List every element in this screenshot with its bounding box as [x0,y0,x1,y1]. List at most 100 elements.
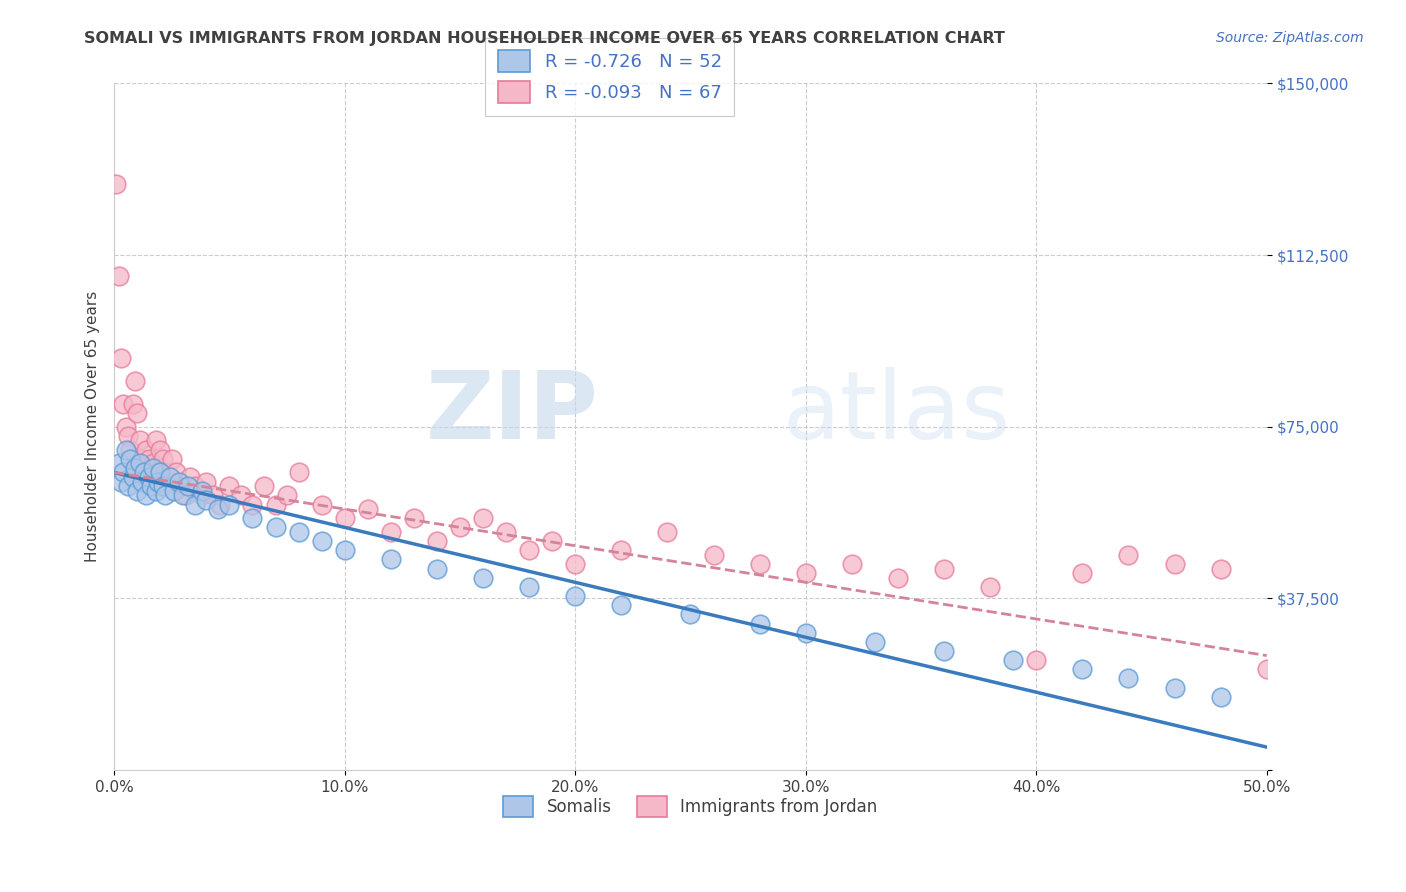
Point [156,475,179,489]
Point [170,479,193,493]
Point [610,543,633,558]
Point [1071,566,1094,581]
Point [139,479,162,493]
Point [124,374,146,388]
Point [333,543,356,558]
Point [127,406,149,420]
Point [517,543,540,558]
Point [117,479,139,493]
Point [748,616,770,631]
Point [112,397,135,411]
Point [472,511,495,525]
Text: Source: ZipAtlas.com: Source: ZipAtlas.com [1216,31,1364,45]
Point [264,520,287,534]
Point [179,470,201,484]
Point [207,502,229,516]
Point [1209,561,1232,575]
Point [152,451,174,466]
Point [177,479,200,493]
Point [794,625,817,640]
Point [564,557,586,571]
Text: ZIP: ZIP [426,367,599,459]
Legend: Somalis, Immigrants from Jordan: Somalis, Immigrants from Jordan [496,789,884,823]
Point [242,498,264,512]
Point [142,461,165,475]
Point [110,475,132,489]
Point [679,607,702,622]
Point [1118,672,1140,686]
Point [153,488,176,502]
Point [191,483,214,498]
Point [1163,681,1185,695]
Point [152,479,174,493]
Point [564,589,586,603]
Text: atlas: atlas [783,367,1011,459]
Point [657,524,679,539]
Point [610,599,633,613]
Point [146,475,169,489]
Point [145,483,167,498]
Point [748,557,770,571]
Point [287,466,309,480]
Point [1209,690,1232,704]
Point [195,475,218,489]
Point [426,561,449,575]
Point [191,488,214,502]
Point [287,524,309,539]
Point [979,580,1001,594]
Point [517,580,540,594]
Point [1002,653,1025,667]
Point [131,475,153,489]
Point [172,488,194,502]
Point [253,479,276,493]
Point [242,511,264,525]
Point [138,451,160,466]
Point [165,466,187,480]
Point [124,461,146,475]
Y-axis label: Householder Income Over 65 years: Householder Income Over 65 years [86,291,100,562]
Point [114,442,136,457]
Point [135,442,157,457]
Point [202,488,225,502]
Point [120,451,142,466]
Point [218,479,240,493]
Text: SOMALI VS IMMIGRANTS FROM JORDAN HOUSEHOLDER INCOME OVER 65 YEARS CORRELATION CH: SOMALI VS IMMIGRANTS FROM JORDAN HOUSEHO… [84,31,1005,46]
Point [120,442,142,457]
Point [333,511,356,525]
Point [541,534,564,549]
Point [184,479,207,493]
Point [110,351,132,365]
Point [184,498,207,512]
Point [139,475,162,489]
Point [380,524,402,539]
Point [495,524,517,539]
Point [121,397,143,411]
Point [167,475,190,489]
Point [702,548,724,562]
Point [472,571,495,585]
Point [145,434,167,448]
Point [863,635,886,649]
Point [932,561,955,575]
Point [449,520,471,534]
Point [1163,557,1185,571]
Point [932,644,955,658]
Point [1118,548,1140,562]
Point [229,488,252,502]
Point [380,552,402,566]
Point [218,498,240,512]
Point [174,488,197,502]
Point [153,466,176,480]
Point [149,442,172,457]
Point [149,466,172,480]
Point [134,466,156,480]
Point [131,451,153,466]
Point [128,434,150,448]
Point [114,419,136,434]
Point [1071,662,1094,676]
Point [264,498,287,512]
Point [146,466,169,480]
Point [195,492,218,507]
Point [159,470,181,484]
Point [121,470,143,484]
